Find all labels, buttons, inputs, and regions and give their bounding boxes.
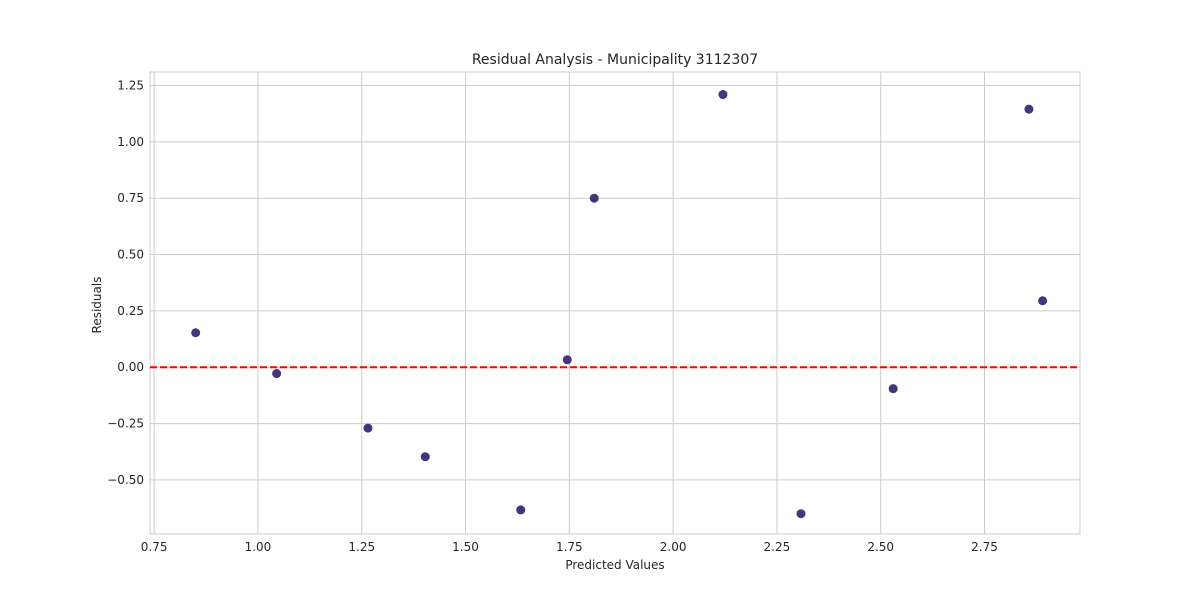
- data-point: [272, 369, 282, 379]
- y-tick-label: 0.25: [117, 304, 144, 318]
- x-tick-label: 2.00: [660, 540, 687, 554]
- data-point: [191, 328, 201, 338]
- plot-frame: [149, 71, 1081, 535]
- data-point: [562, 355, 572, 365]
- data-point: [1024, 104, 1034, 114]
- x-tick-label: 1.75: [556, 540, 583, 554]
- data-point: [589, 193, 599, 203]
- y-axis-label: Residuals: [90, 277, 104, 334]
- data-point: [718, 90, 728, 100]
- data-point: [420, 452, 430, 462]
- x-tick-label: 2.25: [764, 540, 791, 554]
- y-tick-label: −0.50: [107, 473, 144, 487]
- y-tick-label: 0.00: [117, 360, 144, 374]
- plot-area: 0.75 1.00 1.25 1.50 1.75 2.00 2.25 2.50 2.75 −0.5…: [107, 71, 1081, 554]
- data-point: [796, 509, 806, 519]
- x-tick-label: 1.00: [245, 540, 272, 554]
- data-point: [1038, 296, 1048, 306]
- x-axis-label: Predicted Values: [565, 558, 664, 572]
- y-tick-label: 1.00: [117, 135, 144, 149]
- x-tick-label: 0.75: [141, 540, 168, 554]
- x-tick-label: 1.25: [348, 540, 375, 554]
- data-point: [363, 423, 373, 433]
- x-tick-label: 2.75: [971, 540, 998, 554]
- x-tick-label: 1.50: [452, 540, 479, 554]
- data-point: [888, 384, 898, 394]
- x-tick-label: 2.50: [867, 540, 894, 554]
- y-tick-label: 1.25: [117, 79, 144, 93]
- chart-title: Residual Analysis - Municipality 3112307: [472, 52, 758, 68]
- y-tick-label: −0.25: [107, 417, 144, 431]
- data-point: [516, 505, 526, 515]
- y-tick-label: 0.50: [117, 248, 144, 262]
- y-tick-label: 0.75: [117, 191, 144, 205]
